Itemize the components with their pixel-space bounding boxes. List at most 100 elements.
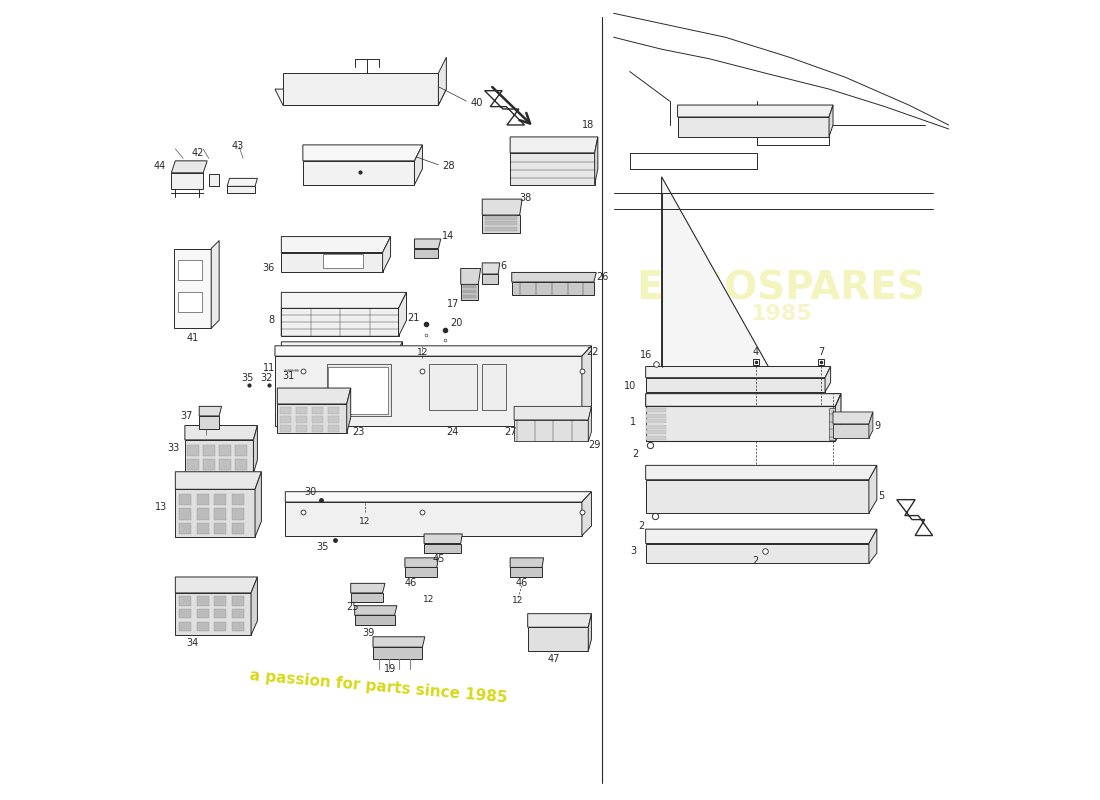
Bar <box>179 596 191 606</box>
Polygon shape <box>582 492 592 535</box>
Polygon shape <box>283 73 439 105</box>
Polygon shape <box>646 366 830 378</box>
Bar <box>322 254 363 269</box>
Polygon shape <box>595 137 597 185</box>
Polygon shape <box>354 606 397 615</box>
Text: 14: 14 <box>442 230 454 241</box>
Bar <box>197 596 209 606</box>
Polygon shape <box>227 178 257 186</box>
Bar <box>463 285 476 288</box>
Text: 13: 13 <box>155 502 167 512</box>
Polygon shape <box>354 615 395 625</box>
Text: 6: 6 <box>500 261 507 271</box>
Bar <box>178 292 201 312</box>
Polygon shape <box>285 502 582 535</box>
Bar <box>179 609 191 618</box>
Polygon shape <box>373 637 425 647</box>
Bar <box>463 294 476 298</box>
Polygon shape <box>678 105 833 117</box>
Text: 12: 12 <box>417 348 428 357</box>
Polygon shape <box>275 356 582 426</box>
Polygon shape <box>395 342 403 380</box>
Polygon shape <box>510 153 595 185</box>
Polygon shape <box>346 388 351 434</box>
Polygon shape <box>482 364 506 410</box>
Polygon shape <box>661 177 769 368</box>
Polygon shape <box>514 406 592 420</box>
Text: 2: 2 <box>638 521 645 531</box>
Polygon shape <box>405 567 437 577</box>
Text: 29: 29 <box>588 440 601 450</box>
Polygon shape <box>277 404 346 434</box>
Bar <box>311 407 322 414</box>
Polygon shape <box>512 282 594 294</box>
Text: 43: 43 <box>231 142 243 151</box>
Text: 18: 18 <box>582 120 594 130</box>
Polygon shape <box>199 416 219 429</box>
Bar <box>235 445 248 456</box>
Bar <box>178 261 201 281</box>
Polygon shape <box>869 529 877 563</box>
Text: 38: 38 <box>519 194 532 203</box>
Polygon shape <box>175 490 255 537</box>
Polygon shape <box>282 253 383 273</box>
Polygon shape <box>869 412 873 438</box>
Polygon shape <box>277 388 351 404</box>
Bar <box>485 216 517 220</box>
Polygon shape <box>869 466 877 514</box>
Text: 12: 12 <box>424 595 434 604</box>
Text: 2: 2 <box>752 556 759 566</box>
Text: 34: 34 <box>187 638 199 648</box>
Polygon shape <box>282 292 407 308</box>
Polygon shape <box>829 105 833 137</box>
Text: 19: 19 <box>384 664 397 674</box>
Polygon shape <box>253 426 257 474</box>
Bar <box>204 459 216 470</box>
Polygon shape <box>327 364 390 416</box>
Polygon shape <box>255 472 262 537</box>
Text: 45: 45 <box>432 554 444 565</box>
Bar <box>232 522 244 534</box>
Bar <box>179 509 191 519</box>
Text: 2: 2 <box>632 450 638 459</box>
Polygon shape <box>510 137 597 153</box>
Text: 23: 23 <box>352 427 365 437</box>
Polygon shape <box>275 89 447 105</box>
Polygon shape <box>174 249 211 328</box>
Polygon shape <box>329 366 388 414</box>
Polygon shape <box>461 269 481 285</box>
Text: 40: 40 <box>471 98 483 108</box>
Polygon shape <box>825 366 830 392</box>
Polygon shape <box>461 285 478 300</box>
Bar <box>235 459 248 470</box>
Bar <box>179 522 191 534</box>
Bar <box>311 425 322 432</box>
Polygon shape <box>588 406 592 442</box>
Text: 4: 4 <box>752 347 759 357</box>
Polygon shape <box>282 308 398 336</box>
Polygon shape <box>646 406 835 442</box>
Bar <box>197 494 209 506</box>
Bar <box>232 509 244 519</box>
Text: 7: 7 <box>818 347 824 357</box>
Bar <box>187 445 199 456</box>
Text: 26: 26 <box>596 272 608 282</box>
Polygon shape <box>415 145 422 185</box>
Bar <box>647 430 667 434</box>
Bar <box>296 416 307 423</box>
Polygon shape <box>199 406 221 416</box>
Polygon shape <box>514 420 588 442</box>
Text: 31: 31 <box>283 371 295 381</box>
Polygon shape <box>302 145 422 161</box>
Bar <box>214 509 227 519</box>
Text: 27: 27 <box>504 427 516 437</box>
Polygon shape <box>398 292 407 336</box>
Bar <box>232 494 244 506</box>
Polygon shape <box>172 161 207 173</box>
Bar <box>311 416 322 423</box>
Bar <box>197 522 209 534</box>
Bar <box>204 445 216 456</box>
Text: 35: 35 <box>316 542 329 553</box>
Polygon shape <box>588 614 592 651</box>
Text: 42: 42 <box>191 148 204 158</box>
